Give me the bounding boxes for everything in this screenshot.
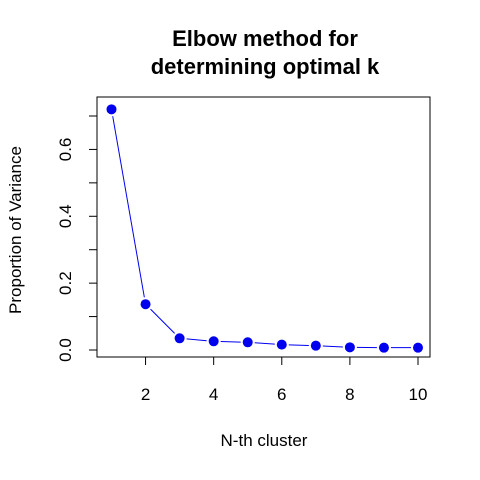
x-tick-label: 10 [409, 385, 428, 404]
series-line-segment [186, 338, 207, 342]
series-line-segment [112, 116, 145, 298]
data-point [276, 339, 287, 350]
data-point [140, 299, 151, 310]
series-line-segment [288, 344, 309, 346]
data-point [208, 336, 219, 347]
data-point [344, 342, 355, 353]
x-tick-label: 2 [141, 385, 150, 404]
data-point [378, 342, 389, 353]
plot-frame [96, 96, 431, 358]
y-tick-label: 0.4 [56, 204, 75, 228]
y-axis-label: Proportion of Variance [6, 146, 25, 314]
x-tick-label: 8 [345, 385, 354, 404]
data-point [413, 342, 423, 353]
x-tick-label: 6 [277, 385, 286, 404]
y-axis: 0.0 0.2 0.4 0.6 [56, 115, 98, 362]
series-layer [106, 104, 423, 353]
x-axis-label: N-th cluster [221, 431, 308, 450]
y-tick-label: 0.0 [56, 338, 75, 362]
series-line-segment [254, 342, 275, 345]
data-point [174, 333, 185, 344]
x-tick-label: 4 [209, 385, 218, 404]
data-point [106, 104, 117, 115]
series-line-segment [220, 341, 241, 343]
series-line-segment [150, 308, 176, 334]
data-point [310, 340, 321, 351]
series-line-segment [322, 345, 343, 348]
data-point [242, 337, 253, 348]
chart-title-line-1: Elbow method for [172, 26, 358, 51]
chart-title-line-2: determining optimal k [151, 54, 380, 79]
y-tick-label: 0.2 [56, 271, 75, 295]
x-axis: 2 4 6 8 10 [141, 356, 428, 404]
y-tick-label: 0.6 [56, 138, 75, 162]
